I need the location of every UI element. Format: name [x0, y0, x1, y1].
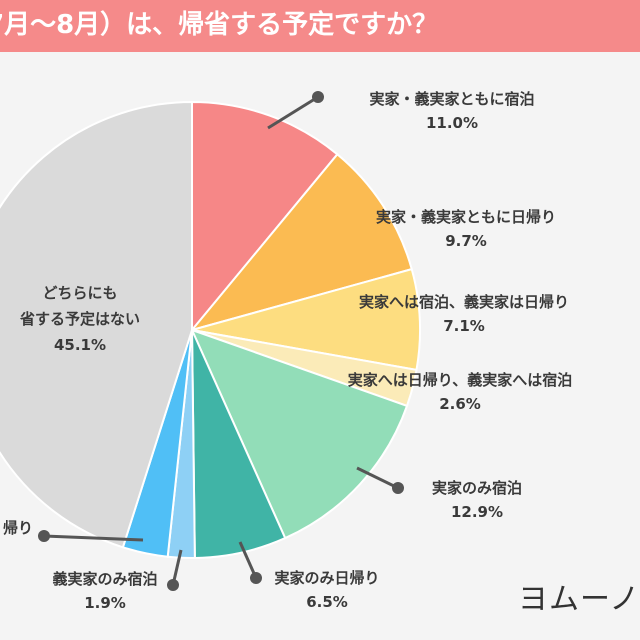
slice-value-2: 9.7%	[445, 232, 487, 250]
slice-value-9: 45.1%	[54, 336, 106, 354]
slice-label-4: 実家へは日帰り、義実家へは宿泊	[348, 371, 572, 389]
leader-line-6	[238, 541, 258, 579]
slice-label-7: 義実家のみ宿泊	[52, 570, 157, 588]
leader-dot-5	[392, 482, 404, 494]
slice-value-3: 7.1%	[443, 317, 485, 335]
leader-line-8	[43, 534, 144, 542]
leader-line-1	[267, 95, 319, 130]
pie-slice-5	[190, 328, 409, 540]
pie-slice-9	[0, 100, 193, 549]
slice-label-6: 実家のみ日帰り	[274, 569, 379, 587]
slice-label-9: 省する予定はない	[19, 310, 140, 328]
slice-label-3: 実家へは宿泊、義実家は日帰り	[359, 293, 569, 311]
chart-title: 7月〜8月）は、帰省する予定ですか？	[0, 10, 439, 40]
slice-value-7: 1.9%	[84, 594, 126, 612]
slice-label-2: 実家・義実家ともに日帰り	[376, 208, 556, 226]
leader-dot-7	[167, 579, 179, 591]
leader-line-5	[356, 466, 399, 490]
slice-label-8: 帰り	[3, 519, 33, 537]
leader-dot-1	[312, 91, 324, 103]
slice-value-4: 2.6%	[439, 395, 481, 413]
brand-logo: ヨムーノ	[518, 582, 640, 617]
slice-value-6: 6.5%	[306, 593, 348, 611]
slice-label-5: 実家のみ宿泊	[432, 479, 522, 497]
pie-slice-1	[191, 100, 339, 333]
pie-slice-2	[189, 152, 413, 332]
pie-slice-3	[191, 267, 421, 372]
slice-label-9: どちらにも	[42, 284, 117, 302]
title-banner: 7月〜8月）は、帰省する予定ですか？	[0, 0, 640, 52]
slice-value-1: 11.0%	[426, 114, 478, 132]
leader-dot-6	[250, 572, 262, 584]
slice-value-5: 12.9%	[451, 503, 503, 521]
leader-dot-8	[38, 530, 50, 542]
slice-label-1: 実家・義実家ともに宿泊	[369, 90, 534, 108]
